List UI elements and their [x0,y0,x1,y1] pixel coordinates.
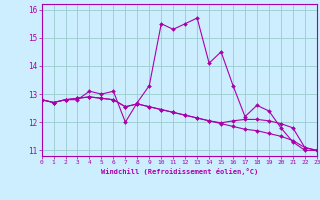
X-axis label: Windchill (Refroidissement éolien,°C): Windchill (Refroidissement éolien,°C) [100,168,258,175]
